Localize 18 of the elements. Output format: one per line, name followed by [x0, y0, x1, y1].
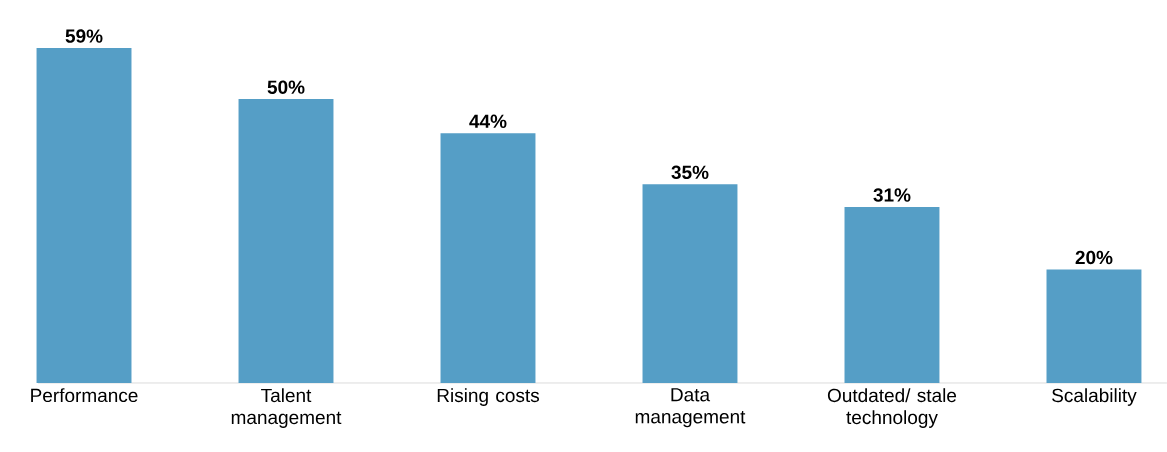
x-tick-label: Rising costs [437, 388, 540, 406]
bar [642, 184, 738, 383]
data-label: 20% [1075, 250, 1113, 265]
x-tick-label: Performance [31, 388, 138, 403]
x-tick-label: Scalability [1052, 388, 1137, 406]
data-label: 59% [65, 29, 103, 43]
x-tick-label: Talent management [231, 388, 342, 428]
bar [238, 99, 334, 383]
bar [440, 133, 536, 383]
bar [844, 206, 940, 383]
data-label: 50% [267, 80, 305, 94]
data-label: 44% [469, 114, 507, 128]
data-label: 31% [873, 188, 911, 202]
bar [36, 47, 132, 383]
data-label: 35% [671, 165, 709, 180]
bar [1046, 269, 1142, 383]
x-tick-label: Outdated/ stale technology [827, 388, 957, 428]
x-tick-label: Data management [635, 388, 746, 428]
